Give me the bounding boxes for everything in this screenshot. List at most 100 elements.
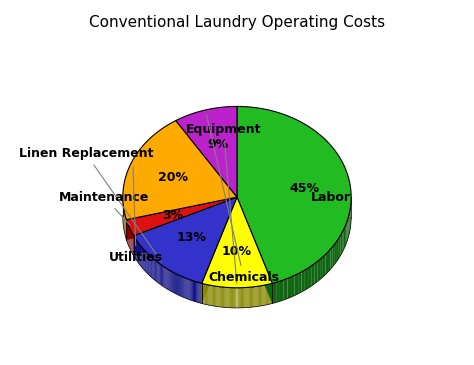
- Polygon shape: [272, 282, 276, 303]
- Text: 45%: 45%: [290, 182, 319, 195]
- Polygon shape: [223, 287, 224, 307]
- Polygon shape: [190, 280, 191, 300]
- Polygon shape: [244, 288, 245, 308]
- Polygon shape: [206, 284, 207, 305]
- Polygon shape: [264, 285, 265, 305]
- Polygon shape: [262, 285, 263, 306]
- Polygon shape: [230, 288, 231, 308]
- Polygon shape: [154, 260, 155, 280]
- Polygon shape: [305, 268, 308, 290]
- Polygon shape: [261, 285, 262, 306]
- Polygon shape: [208, 285, 209, 305]
- Polygon shape: [239, 288, 240, 308]
- Polygon shape: [168, 269, 169, 290]
- Polygon shape: [228, 288, 229, 308]
- Polygon shape: [202, 284, 203, 304]
- Polygon shape: [211, 285, 212, 306]
- Polygon shape: [184, 277, 185, 298]
- Polygon shape: [237, 107, 351, 283]
- Polygon shape: [198, 283, 200, 303]
- Text: Labor: Labor: [311, 185, 351, 204]
- Polygon shape: [219, 287, 220, 307]
- Polygon shape: [287, 277, 291, 299]
- Polygon shape: [241, 288, 242, 308]
- Polygon shape: [314, 262, 317, 284]
- Polygon shape: [298, 272, 301, 294]
- Polygon shape: [191, 280, 192, 300]
- Text: Conventional Laundry Operating Costs: Conventional Laundry Operating Costs: [89, 15, 385, 30]
- Polygon shape: [335, 241, 337, 264]
- Polygon shape: [224, 287, 225, 307]
- Polygon shape: [236, 288, 237, 308]
- Text: Chemicals: Chemicals: [206, 115, 279, 284]
- Polygon shape: [212, 285, 213, 306]
- Text: Linen Replacement: Linen Replacement: [18, 147, 162, 261]
- Polygon shape: [202, 197, 237, 303]
- Polygon shape: [276, 281, 280, 303]
- Polygon shape: [153, 258, 154, 279]
- Polygon shape: [182, 277, 183, 297]
- Polygon shape: [177, 274, 178, 295]
- Polygon shape: [227, 287, 228, 308]
- Polygon shape: [160, 264, 161, 285]
- Polygon shape: [203, 284, 204, 304]
- Polygon shape: [333, 244, 335, 267]
- Text: 10%: 10%: [222, 245, 252, 258]
- Polygon shape: [341, 232, 342, 256]
- Polygon shape: [247, 287, 248, 308]
- Polygon shape: [134, 197, 237, 283]
- Polygon shape: [175, 273, 176, 294]
- Polygon shape: [238, 288, 239, 308]
- Polygon shape: [349, 210, 350, 234]
- Polygon shape: [193, 281, 194, 301]
- Polygon shape: [250, 287, 251, 307]
- Polygon shape: [237, 197, 272, 303]
- Polygon shape: [213, 286, 214, 306]
- Polygon shape: [173, 272, 174, 293]
- Polygon shape: [346, 220, 347, 243]
- Polygon shape: [237, 288, 238, 308]
- Polygon shape: [210, 285, 211, 306]
- Polygon shape: [233, 288, 234, 308]
- Polygon shape: [240, 288, 241, 308]
- Polygon shape: [222, 287, 223, 307]
- Polygon shape: [181, 276, 182, 297]
- Polygon shape: [295, 274, 298, 296]
- Polygon shape: [162, 265, 163, 286]
- Polygon shape: [164, 267, 165, 288]
- Polygon shape: [348, 214, 349, 237]
- Polygon shape: [342, 229, 344, 252]
- Polygon shape: [158, 263, 159, 284]
- Polygon shape: [235, 288, 236, 308]
- Polygon shape: [218, 287, 219, 307]
- Polygon shape: [268, 284, 269, 304]
- Polygon shape: [311, 264, 314, 286]
- Polygon shape: [135, 238, 136, 259]
- Polygon shape: [231, 288, 232, 308]
- Polygon shape: [161, 265, 162, 285]
- Polygon shape: [174, 273, 175, 293]
- Polygon shape: [207, 285, 208, 305]
- Polygon shape: [127, 197, 237, 240]
- Polygon shape: [139, 244, 140, 265]
- Polygon shape: [255, 287, 256, 307]
- Polygon shape: [172, 272, 173, 292]
- Polygon shape: [192, 280, 193, 301]
- Polygon shape: [170, 271, 171, 291]
- Polygon shape: [134, 197, 237, 256]
- Polygon shape: [189, 279, 190, 300]
- Polygon shape: [243, 288, 244, 308]
- Polygon shape: [214, 286, 215, 306]
- Polygon shape: [308, 266, 311, 288]
- Polygon shape: [202, 197, 272, 288]
- Polygon shape: [337, 238, 339, 261]
- Polygon shape: [152, 258, 153, 278]
- Polygon shape: [225, 287, 226, 307]
- Text: 20%: 20%: [158, 170, 188, 184]
- Polygon shape: [270, 284, 271, 304]
- Polygon shape: [185, 278, 186, 299]
- Polygon shape: [204, 284, 205, 304]
- Polygon shape: [232, 288, 233, 308]
- Polygon shape: [166, 268, 167, 289]
- Polygon shape: [178, 275, 179, 295]
